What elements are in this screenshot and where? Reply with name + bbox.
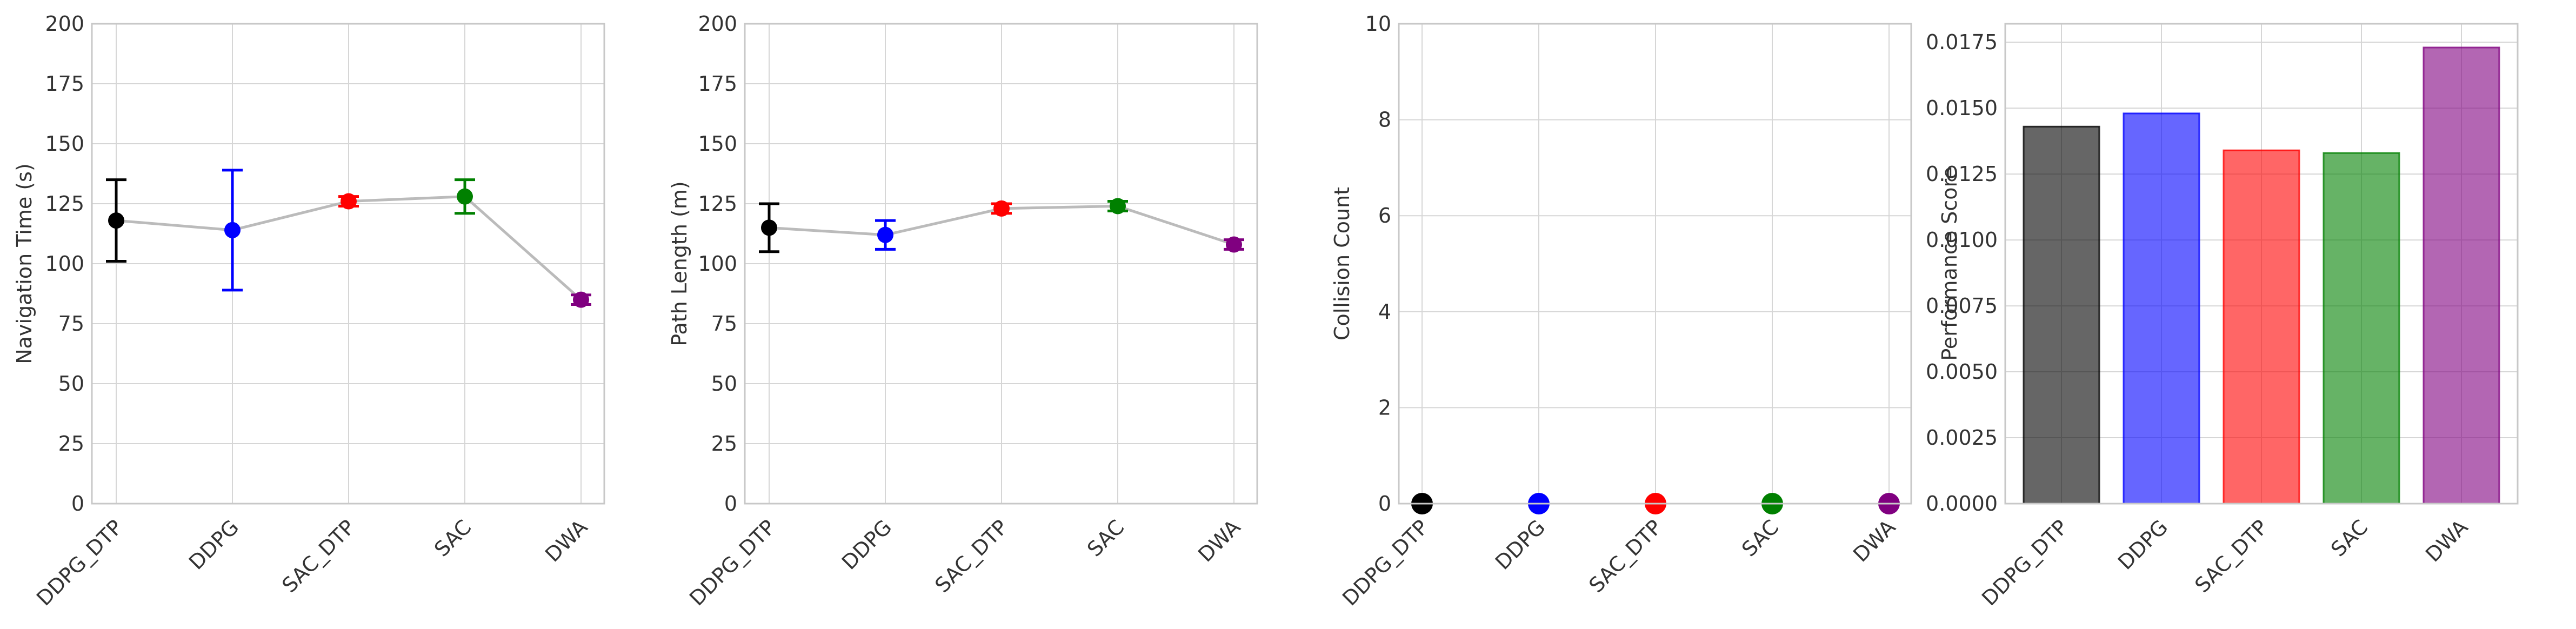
bar xyxy=(2422,46,2500,505)
y-tick-label: 125 xyxy=(45,192,84,216)
y-tick-label: 100 xyxy=(45,252,84,276)
y-tick-label: 75 xyxy=(58,312,84,336)
data-point xyxy=(1110,198,1126,215)
y-tick-label: 0 xyxy=(724,492,737,516)
x-tick-label: SAC xyxy=(1737,515,1783,561)
x-tick-label: DDPG_DTP xyxy=(1338,515,1433,610)
bar xyxy=(2123,112,2200,505)
y-tick-label: 6 xyxy=(1378,204,1391,227)
y-tick-label: 50 xyxy=(711,372,737,396)
data-point xyxy=(877,226,893,243)
y-tick-label: 25 xyxy=(58,432,84,456)
bar xyxy=(2223,149,2300,505)
navigation-time-panel: Navigation Time (s) 0 25 50 75 100 125 150 175 2… xyxy=(12,12,605,611)
x-tick-label: DDPG_DTP xyxy=(32,515,127,610)
y-tick-label: 10 xyxy=(1365,12,1391,36)
data-point xyxy=(993,200,1010,217)
data-point xyxy=(1226,236,1242,253)
x-tick-label: SAC xyxy=(2326,515,2372,561)
collision-count-panel: Collision Count 0 2 4 6 8 10 DDPG_DTP DDPG SAC_D… xyxy=(1330,12,1912,611)
y-axis-label: Path Length (m) xyxy=(668,181,691,346)
x-tick-label: DDPG xyxy=(1491,515,1550,574)
x-tick-label: DDPG xyxy=(837,515,897,574)
y-axis-label: Navigation Time (s) xyxy=(12,163,36,364)
y-tick-label: 0.0000 xyxy=(1926,492,1998,516)
y-tick-label: 200 xyxy=(45,12,84,36)
x-tick-label: DDPG_DTP xyxy=(685,515,780,610)
y-tick-label: 100 xyxy=(698,252,737,276)
y-tick-label: 75 xyxy=(711,312,737,336)
y-tick-label: 25 xyxy=(711,432,737,456)
y-tick-label: 175 xyxy=(698,72,737,96)
data-point xyxy=(224,222,241,238)
x-tick-label: DWA xyxy=(2421,515,2472,566)
data-point xyxy=(108,212,124,229)
y-tick-label: 200 xyxy=(698,12,737,36)
y-tick-label: 150 xyxy=(45,132,84,156)
performance-score-panel: Performance Score 0.0000 0.0025 0.0050 0.00… xyxy=(1926,23,2519,611)
y-tick-label: 125 xyxy=(698,192,737,216)
x-tick-label: SAC_DTP xyxy=(930,515,1012,597)
x-tick-label: DDPG xyxy=(2113,515,2173,574)
y-tick-label: 0 xyxy=(1378,492,1391,516)
plot-frame xyxy=(744,23,1258,505)
x-tick-label: DWA xyxy=(1848,515,1900,566)
y-tick-label: 0.0050 xyxy=(1926,360,1998,384)
x-tick-label: DDPG_DTP xyxy=(1977,515,2072,610)
x-tick-label: DWA xyxy=(1193,515,1245,566)
data-point xyxy=(457,188,473,205)
y-tick-label: 0.0175 xyxy=(1926,30,1998,54)
y-axis-label: Collision Count xyxy=(1330,187,1354,340)
x-tick-label: SAC xyxy=(430,515,476,561)
y-tick-label: 0.0125 xyxy=(1926,162,1998,186)
bar xyxy=(2023,125,2100,505)
y-tick-label: 175 xyxy=(45,72,84,96)
y-tick-label: 4 xyxy=(1378,300,1391,324)
x-tick-label: SAC xyxy=(1083,515,1129,561)
y-tick-label: 0.0100 xyxy=(1926,228,1998,252)
plot-frame xyxy=(2004,23,2519,505)
data-point xyxy=(341,193,357,210)
y-tick-label: 0.0150 xyxy=(1926,96,1998,120)
plot-frame xyxy=(91,23,605,505)
y-tick-label: 50 xyxy=(58,372,84,396)
x-tick-label: SAC_DTP xyxy=(2190,515,2272,597)
y-axis-label: Performance Score xyxy=(1938,166,1961,360)
x-tick-label: DWA xyxy=(540,515,592,566)
y-tick-label: 2 xyxy=(1378,396,1391,419)
data-point xyxy=(573,291,589,308)
y-tick-label: 8 xyxy=(1378,108,1391,132)
path-length-panel: Path Length (m) 0 25 50 75 100 125 150 175 200 DD… xyxy=(668,12,1258,611)
bar xyxy=(2323,152,2400,505)
data-point xyxy=(761,219,777,236)
plot-frame xyxy=(1398,23,1912,505)
y-tick-label: 0 xyxy=(71,492,84,516)
y-tick-label: 150 xyxy=(698,132,737,156)
y-tick-label: 0.0075 xyxy=(1926,294,1998,318)
x-tick-label: SAC_DTP xyxy=(277,515,359,597)
x-tick-label: DDPG xyxy=(184,515,244,574)
x-tick-label: SAC_DTP xyxy=(1584,515,1666,597)
y-tick-label: 0.0025 xyxy=(1926,426,1998,450)
